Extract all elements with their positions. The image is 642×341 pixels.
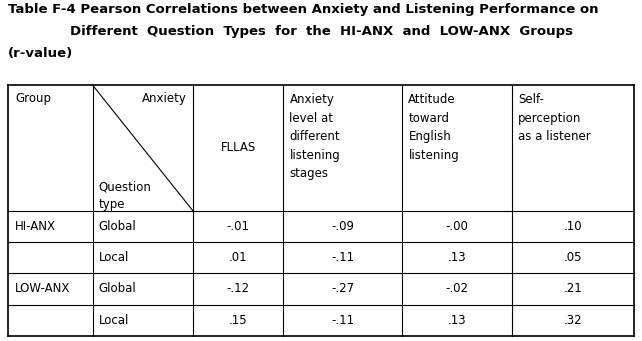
Text: .10: .10 <box>564 220 582 233</box>
Text: Table F-4 Pearson Correlations between Anxiety and Listening Performance on: Table F-4 Pearson Correlations between A… <box>8 3 598 16</box>
Text: Anxiety: Anxiety <box>142 92 187 105</box>
Text: -.01: -.01 <box>227 220 250 233</box>
Text: -.11: -.11 <box>331 251 354 264</box>
Text: .32: .32 <box>564 314 582 327</box>
Text: -.12: -.12 <box>227 282 250 295</box>
Text: .15: .15 <box>229 314 247 327</box>
Text: .13: .13 <box>448 251 467 264</box>
Text: Global: Global <box>98 220 136 233</box>
Text: FLLAS: FLLAS <box>220 141 256 154</box>
Text: Global: Global <box>98 282 136 295</box>
Text: Group: Group <box>15 92 51 105</box>
Text: Anxiety
level at
different
listening
stages: Anxiety level at different listening sta… <box>290 93 340 180</box>
Text: (r-value): (r-value) <box>8 47 73 60</box>
Text: Local: Local <box>98 314 129 327</box>
Text: Local: Local <box>98 251 129 264</box>
Text: .21: .21 <box>564 282 582 295</box>
Text: .13: .13 <box>448 314 467 327</box>
Text: -.00: -.00 <box>446 220 469 233</box>
Text: HI-ANX: HI-ANX <box>15 220 56 233</box>
Text: -.11: -.11 <box>331 314 354 327</box>
Text: .05: .05 <box>564 251 582 264</box>
Text: -.27: -.27 <box>331 282 354 295</box>
Text: Attitude
toward
English
listening: Attitude toward English listening <box>408 93 459 162</box>
Text: -.02: -.02 <box>446 282 469 295</box>
Text: Different  Question  Types  for  the  HI-ANX  and  LOW-ANX  Groups: Different Question Types for the HI-ANX … <box>69 25 573 38</box>
Text: -.09: -.09 <box>331 220 354 233</box>
Text: Self-
perception
as a listener: Self- perception as a listener <box>518 93 591 143</box>
Text: LOW-ANX: LOW-ANX <box>15 282 71 295</box>
Text: Question
type: Question type <box>98 180 152 210</box>
Text: .01: .01 <box>229 251 247 264</box>
